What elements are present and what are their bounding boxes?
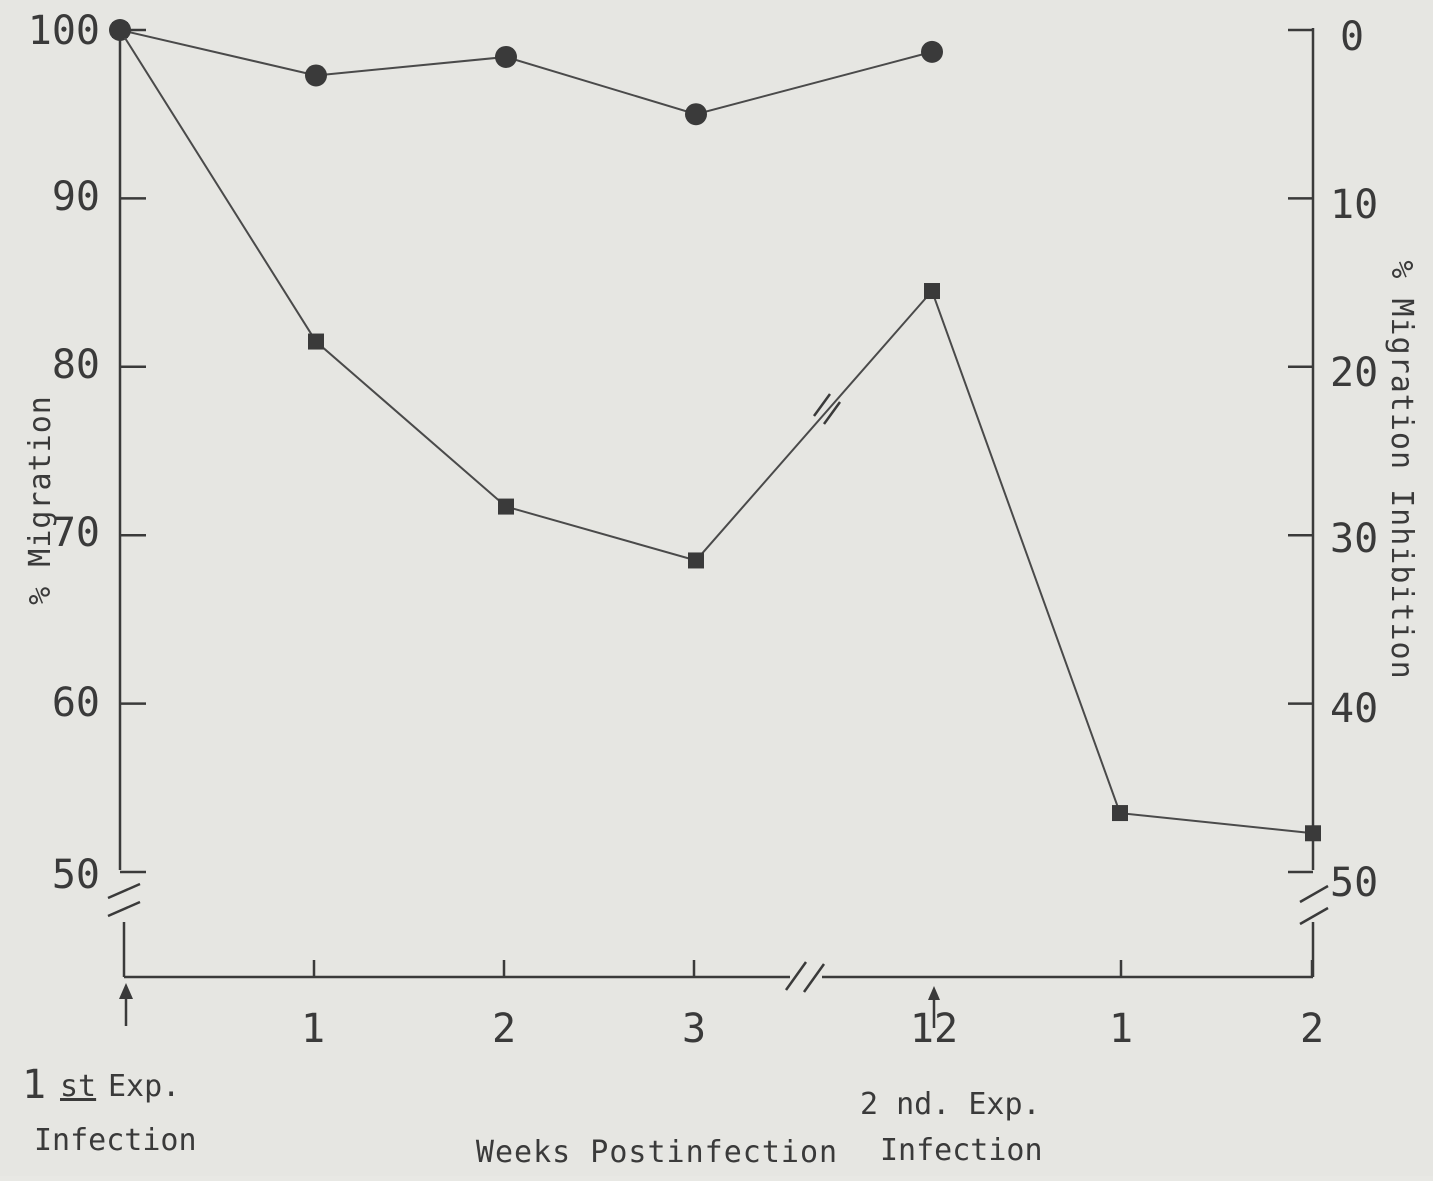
data-point-circle: [685, 103, 707, 126]
y-left-tick-label: 90: [52, 174, 100, 220]
x-axis-break-2: [802, 963, 826, 993]
y-left-tick-label: 80: [52, 342, 100, 388]
y-right-tick-label: 0: [1340, 14, 1364, 60]
y-left-tick-label: 100: [28, 8, 100, 54]
y-left-axis-title: % Migration: [23, 395, 58, 605]
second-exp-infection: Infection: [880, 1133, 1043, 1168]
x-tick-label: 2: [492, 1006, 516, 1052]
second-infection-arrow: [928, 986, 940, 1028]
x-tick-label: 2: [1300, 1006, 1324, 1052]
y-left-tick-label: 60: [52, 680, 100, 726]
series-line: [119, 29, 1314, 835]
first-exp-annotation: 1 st Exp. Infection: [22, 1062, 197, 1158]
data-point-circle: [495, 45, 517, 68]
y-right-tick-label: 40: [1330, 686, 1378, 732]
data-point-circle: [305, 64, 327, 87]
series-break-mark: [822, 401, 842, 425]
first-exp-label: Exp.: [108, 1069, 180, 1104]
data-point-circle: [921, 40, 943, 63]
first-infection-arrow: [119, 983, 133, 1026]
first-exp-number: 1: [22, 1062, 46, 1108]
axes: [107, 28, 1329, 993]
y-left-tick-label: 70: [52, 510, 100, 556]
right-y-tick-labels: 0 10 20 30 40 50: [1330, 14, 1378, 906]
data-point-square: [308, 333, 324, 350]
data-point-square: [688, 552, 704, 569]
x-tick-label: 3: [682, 1006, 706, 1052]
series-square: [112, 22, 1321, 842]
x-tick-labels: 1 2 3 12 1 2: [301, 1006, 1324, 1052]
arrow-head-icon: [119, 983, 133, 999]
left-y-tick-labels: 100 90 80 70 60 50: [28, 8, 100, 898]
series-line: [119, 29, 933, 116]
arrow-head-icon: [928, 986, 940, 1000]
y-right-tick-label: 20: [1330, 350, 1378, 396]
right-axis-break-1: [1299, 884, 1329, 904]
left-axis-break-1: [107, 882, 141, 900]
y-right-axis-title: % Migration Inhibition: [1384, 260, 1419, 679]
y-right-tick-label: 50: [1330, 860, 1378, 906]
first-exp-infection: Infection: [34, 1123, 197, 1158]
x-tick-label: 1: [1109, 1006, 1133, 1052]
second-exp-label: 2 nd. Exp.: [860, 1087, 1041, 1122]
series-layer: [109, 19, 1321, 842]
series-break-mark: [812, 393, 832, 417]
x-ticks: [312, 960, 1314, 977]
second-exp-annotation: 2 nd. Exp. Infection: [860, 1087, 1043, 1168]
data-point-square: [1112, 805, 1128, 822]
data-point-square: [498, 498, 514, 515]
right-axis-break-2: [1299, 906, 1329, 926]
left-y-ticks: [120, 28, 146, 874]
right-y-ticks: [1288, 28, 1313, 874]
y-left-tick-label: 50: [52, 852, 100, 898]
left-axis-break-2: [107, 900, 141, 918]
first-exp-ordinal: st: [60, 1069, 96, 1104]
series-circle: [109, 19, 943, 126]
y-right-tick-label: 10: [1330, 182, 1378, 228]
x-tick-label: 1: [301, 1006, 325, 1052]
x-axis-break-1: [784, 961, 808, 991]
data-point-square: [1305, 825, 1321, 842]
x-axis-title: Weeks Postinfection: [476, 1135, 838, 1170]
y-right-tick-label: 30: [1330, 516, 1378, 562]
data-point-square: [924, 283, 940, 300]
data-point-square: [112, 22, 128, 38]
